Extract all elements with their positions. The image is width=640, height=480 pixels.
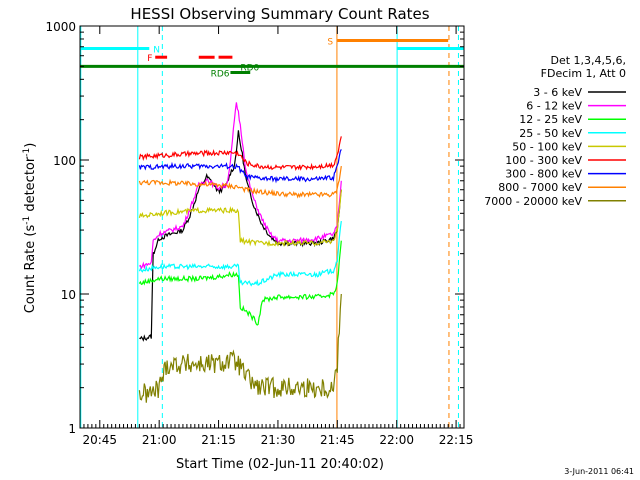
chart-title: HESSI Observing Summary Count Rates <box>130 5 429 23</box>
timestamp: 3-Jun-2011 06:41 <box>564 467 634 476</box>
flag-label-s: S <box>327 37 333 47</box>
flag-label-n: N <box>153 45 160 55</box>
flag-label-rd6: RD6 <box>211 69 230 79</box>
series-line-7 <box>138 166 342 199</box>
legend-header-2: FDecim 1, Att 0 <box>541 67 626 80</box>
x-axis-label: Start Time (02-Jun-11 20:40:02) <box>176 457 384 472</box>
legend-label-3: 25 - 50 keV <box>519 127 582 140</box>
y-axis-label-end: ) <box>23 143 38 148</box>
series-line-3 <box>138 221 342 287</box>
x-tick-label-3: 21:30 <box>261 433 296 447</box>
legend-label-2: 12 - 25 keV <box>519 113 582 126</box>
x-tick-label-2: 21:15 <box>201 433 236 447</box>
legend-header-1: Det 1,3,4,5,6, <box>550 54 626 67</box>
x-tick-label-4: 21:45 <box>320 433 355 447</box>
series-line-1 <box>139 102 342 270</box>
x-tick-label-0: 20:45 <box>82 433 117 447</box>
y-axis-label-main: Count Rate (s <box>23 225 38 314</box>
y-axis-label-sup2: -1 <box>22 148 32 157</box>
legend-label-8: 7000 - 20000 keV <box>484 195 582 208</box>
series-line-6 <box>138 149 342 184</box>
legend-label-1: 6 - 12 keV <box>526 100 582 113</box>
legend-label-7: 800 - 7000 keV <box>498 181 582 194</box>
flag-label-f: F <box>147 54 152 64</box>
plot-frame <box>79 25 465 429</box>
flag-label-rd0: RD0 <box>240 63 259 73</box>
legend-label-6: 300 - 800 keV <box>505 168 582 181</box>
y-tick-label-2: 100 <box>53 154 76 168</box>
y-tick-label-1: 10 <box>61 288 76 302</box>
legend-label-0: 3 - 6 keV <box>533 86 582 99</box>
y-tick-label-3: 1000 <box>45 20 76 34</box>
legend-label-4: 50 - 100 keV <box>512 140 582 153</box>
series-line-5 <box>138 136 342 172</box>
y-tick-label-0: 1 <box>68 422 76 436</box>
x-tick-label-1: 21:00 <box>142 433 177 447</box>
y-axis-label: Count Rate (s-1 detector-1) <box>22 143 38 314</box>
plot-area: N S F RD0 RD6 <box>80 26 464 428</box>
legend: Det 1,3,4,5,6, FDecim 1, Att 0 3 - 6 keV… <box>484 54 626 208</box>
series-line-8 <box>138 293 342 403</box>
y-axis: 1 10 100 1000 <box>45 20 464 436</box>
y-axis-label-mid: detector <box>23 156 38 216</box>
x-tick-label-5: 22:00 <box>379 433 414 447</box>
x-tick-label-6: 22:15 <box>439 433 474 447</box>
series-line-4 <box>138 189 342 248</box>
y-axis-label-sup1: -1 <box>22 216 32 225</box>
legend-label-5: 100 - 300 keV <box>505 154 582 167</box>
x-axis: 20:45 21:00 21:15 21:30 21:45 22:00 22:15 <box>79 26 474 447</box>
series-line-2 <box>138 240 342 326</box>
